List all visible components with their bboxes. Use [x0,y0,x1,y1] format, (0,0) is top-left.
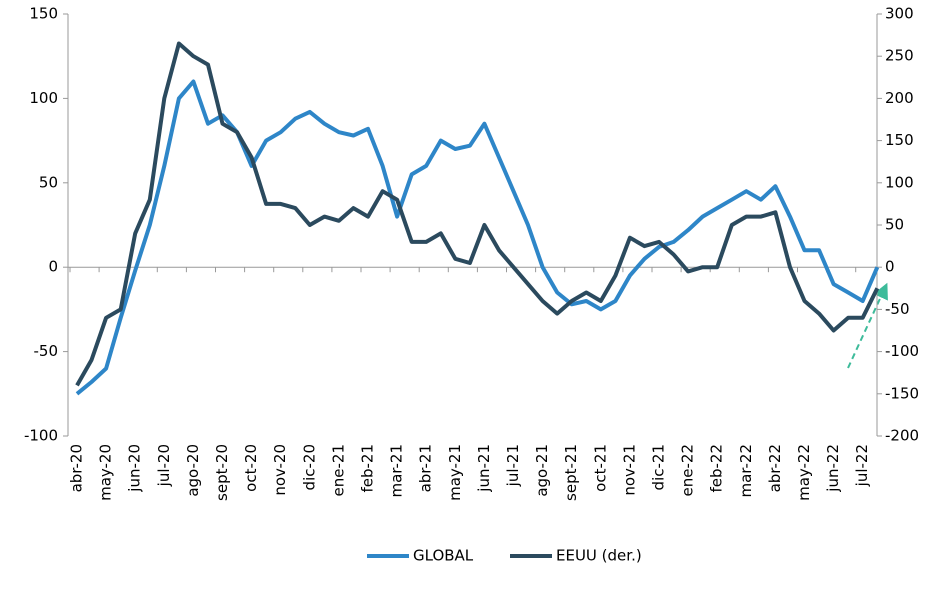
y2-tick-label: -100 [885,342,919,360]
y-tick-label: 50 [39,173,58,191]
line-series [75,41,880,387]
x-tick-label: may-22 [795,444,813,501]
x-tick-label: sept-20 [213,444,231,501]
x-tick-label: ene-21 [329,444,347,496]
x-tick-label: abr-20 [68,444,86,492]
y2-tick-label: 200 [885,89,914,107]
annotation-arrow [847,282,888,369]
y2-tick-label: -50 [885,300,910,318]
y2-tick-label: 250 [885,47,914,65]
x-tick-label: nov-21 [620,444,638,496]
x-tick-label: nov-20 [271,444,289,496]
y2-tick-label: 50 [885,216,904,234]
legend-label: EEUU (der.) [556,547,642,565]
x-tick-label: ago-21 [533,444,551,497]
y2-tick-label: -200 [885,427,919,445]
x-tick-label: jun-20 [126,444,144,493]
x-tick-label: mar-22 [737,444,755,498]
legend-label: GLOBAL [413,547,474,565]
x-tick-label: feb-21 [359,444,377,493]
line-series [75,79,880,396]
x-tick-label: oct-21 [591,444,609,492]
x-tick-label: oct-20 [242,444,260,492]
x-tick-label: jul-21 [504,444,522,487]
x-tick-label: jul-22 [853,444,871,487]
x-tick-label: jul-20 [155,444,173,487]
x-tick-label: abr-21 [417,444,435,492]
x-tick-label: dic-21 [650,444,668,490]
x-tick-label: may-21 [446,444,464,501]
x-tick-label: sept-21 [562,444,580,501]
y2-tick-label: 150 [885,131,914,149]
y-tick-label: -100 [24,427,58,445]
x-tick-label: ago-20 [184,444,202,497]
x-tick-label: jun-21 [475,444,493,493]
x-tick-label: mar-21 [388,444,406,498]
y-tick-label: -50 [34,342,59,360]
x-tick-label: may-20 [97,444,115,501]
x-tick-label: jun-22 [824,444,842,493]
x-tick-label: abr-22 [766,444,784,492]
y2-tick-label: -150 [885,384,919,402]
x-tick-label: feb-22 [708,444,726,493]
y2-tick-label: 0 [885,258,895,276]
x-tick-label: ene-22 [679,444,697,496]
y2-tick-label: 300 [885,5,914,23]
y-tick-label: 0 [48,258,58,276]
x-tick-label: dic-20 [300,444,318,490]
y-tick-label: 100 [29,89,58,107]
y2-tick-label: 100 [885,173,914,191]
y-tick-label: 150 [29,5,58,23]
